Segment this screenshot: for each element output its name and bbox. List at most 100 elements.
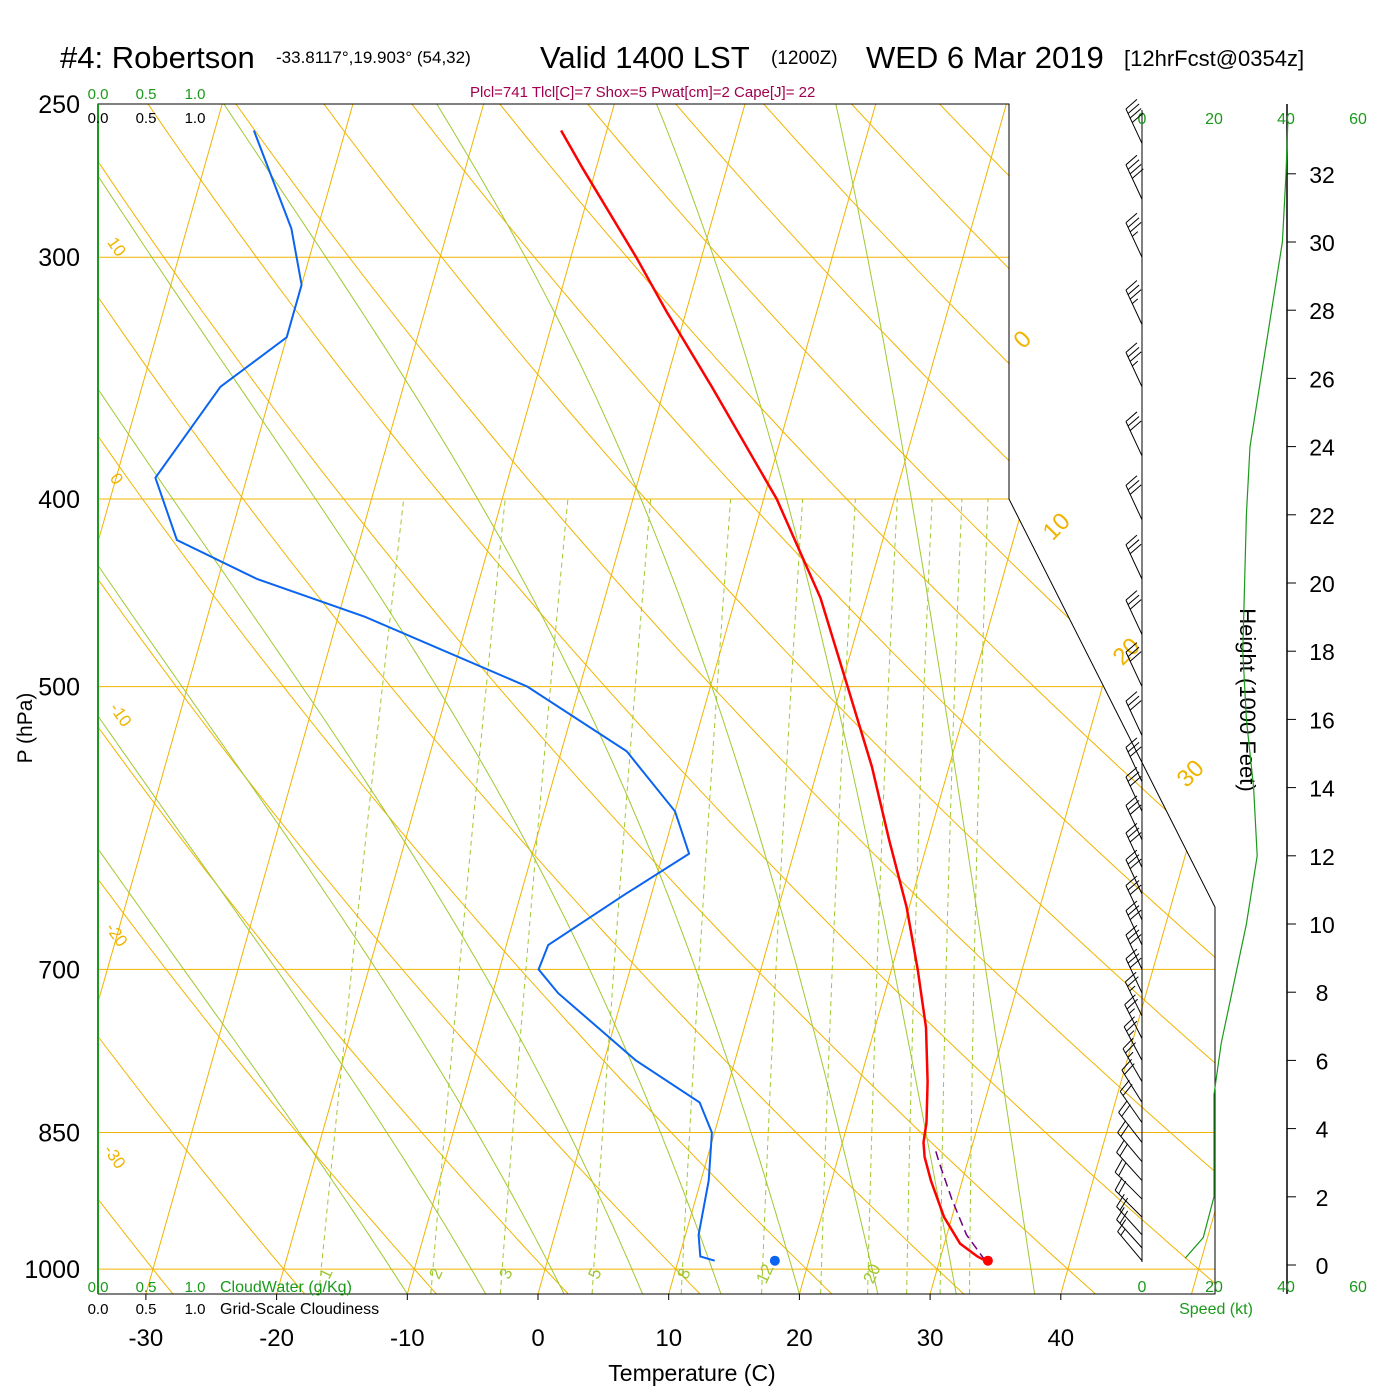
pressure-tick-label: 250 (38, 91, 80, 119)
height-tick-label: 6 (1316, 1048, 1329, 1074)
temperature-tick-label: -10 (390, 1325, 425, 1352)
cloudwater-tick-top: 1.0 (185, 86, 206, 103)
isotherm-line (1322, 104, 1400, 1294)
mixing-ratio-line (680, 498, 732, 1294)
wind-barb-flag (1127, 771, 1140, 782)
wind-barb-flag (1125, 212, 1138, 224)
dewpoint-profile-line (154, 130, 715, 1262)
wind-speed-tick-top: 40 (1277, 111, 1295, 128)
dry-adiabat-line (98, 104, 965, 1294)
temperature-tick-label: -30 (129, 1325, 164, 1352)
wind-barb-flag (1131, 168, 1144, 179)
wind-barb-flag (1129, 985, 1136, 992)
wind-barb (1116, 1139, 1143, 1181)
surface-dewpoint-point (769, 1255, 780, 1266)
dry-adiabat-line (499, 104, 1215, 1294)
wind-barb-flag (1127, 880, 1140, 891)
isotherm-line (537, 104, 877, 1294)
height-axis-title: Height (1000 Feet) (1235, 608, 1260, 791)
wind-barb-flag (1127, 594, 1140, 606)
wind-barb-flag (1128, 1008, 1135, 1014)
height-tick-label: 22 (1309, 503, 1335, 529)
temperature-tick-label: 40 (1047, 1325, 1074, 1352)
wind-barb-flag (1127, 159, 1140, 170)
dry-adiabat-line (147, 104, 1215, 1294)
wind-barb-staff (1125, 776, 1143, 812)
wind-barb-flag (1127, 103, 1140, 114)
wind-barb (1116, 1194, 1143, 1236)
isotherm-line (145, 104, 485, 1294)
wind-speed-tick-top: 0 (1138, 111, 1147, 128)
wind-barb-flag (1119, 1143, 1129, 1157)
temperature-tick-label: 30 (917, 1325, 944, 1352)
dry-adiabat-line (98, 104, 701, 1294)
dry-adiabat-line (235, 104, 1215, 1294)
wind-barb-flag (1125, 342, 1138, 353)
height-tick-label: 26 (1309, 366, 1335, 392)
wind-barb-staff (1125, 108, 1143, 144)
wind-barb (1125, 154, 1144, 200)
wind-barb-flag (1128, 1030, 1135, 1036)
height-tick-label: 10 (1309, 912, 1335, 938)
wind-barb (1117, 1120, 1143, 1163)
surface-temperature-point (982, 1255, 993, 1266)
cloudiness-tick-top: 0.5 (136, 110, 157, 127)
wind-barb-flag (1129, 957, 1142, 969)
wind-barb-flag (1123, 1016, 1135, 1028)
wind-barb-staff (1116, 1152, 1143, 1181)
height-tick-label: 18 (1309, 639, 1335, 665)
wind-barb-staff (1125, 289, 1143, 325)
cloudiness-tick-bottom: 0.5 (136, 1301, 157, 1318)
wind-barb-flag (1129, 221, 1142, 233)
moist-adiabat-line (656, 104, 957, 1294)
mixing-ratio-line (969, 498, 989, 1294)
forecast-info: [12hrFcst@0354z] (1124, 46, 1305, 71)
isotherm-label: 10 (1038, 508, 1076, 546)
height-tick-label: 20 (1309, 571, 1335, 597)
mixing-ratio-label: 2 (425, 1265, 446, 1282)
wind-barb (1118, 1100, 1143, 1143)
wind-barb-staff (1114, 1189, 1143, 1218)
wind-barb-staff (1125, 222, 1143, 258)
wind-barb-flag (1127, 539, 1140, 550)
wind-barb-flag (1120, 1229, 1126, 1236)
wind-barb-flag (1127, 284, 1140, 295)
wind-barb (1116, 1207, 1143, 1249)
wind-barb (1125, 212, 1143, 258)
cloudwater-axis-title: CloudWater (g/Kg) (220, 1279, 352, 1296)
wind-barb (1125, 342, 1143, 388)
wind-barb-staff (1125, 910, 1143, 946)
pressure-tick-label: 500 (38, 674, 80, 702)
cloudwater-tick-bottom: 0.5 (136, 1279, 157, 1296)
wind-barb-staff (1123, 1026, 1143, 1061)
wind-barb (1124, 994, 1143, 1039)
pressure-tick-label: 1000 (24, 1256, 80, 1284)
wind-speed-tick-top: 60 (1349, 111, 1367, 128)
moist-adiabat-line (98, 104, 644, 1294)
wind-barb-flag (1127, 217, 1140, 228)
wind-barb-flag (1129, 934, 1142, 945)
mixing-ratio-label: 8 (673, 1265, 694, 1282)
height-tick-label: 16 (1309, 707, 1335, 733)
wind-barb-staff (1124, 981, 1143, 1017)
moist-adiabat-line (436, 104, 879, 1294)
dry-adiabat-line (98, 104, 1096, 1294)
wind-barb (1125, 849, 1143, 895)
wind-barb-flag (1125, 154, 1138, 166)
wind-speed-tick-bottom: 0 (1138, 1279, 1147, 1296)
wind-speed-axis-title: Speed (kt) (1179, 1301, 1253, 1318)
wind-barb (1123, 1016, 1143, 1061)
wind-barb-flag (1122, 1083, 1133, 1096)
wind-barb-flag (1129, 599, 1142, 610)
wind-barb-staff (1125, 421, 1143, 457)
isotherm-line (406, 104, 746, 1294)
wind-barb-staff (1125, 485, 1143, 520)
dry-adiabat-label: -30 (100, 1141, 130, 1172)
wind-barb-staff (1125, 599, 1143, 635)
pressure-tick-label: 850 (38, 1120, 80, 1148)
wind-barb-flag (1121, 1104, 1131, 1117)
wind-speed-tick-top: 20 (1205, 111, 1223, 128)
wind-barb (1125, 475, 1143, 520)
sounding-indices: Plcl=741 Tlcl[C]=7 Shox=5 Pwat[cm]=2 Cap… (470, 84, 816, 101)
mixing-ratio-line (867, 498, 898, 1294)
